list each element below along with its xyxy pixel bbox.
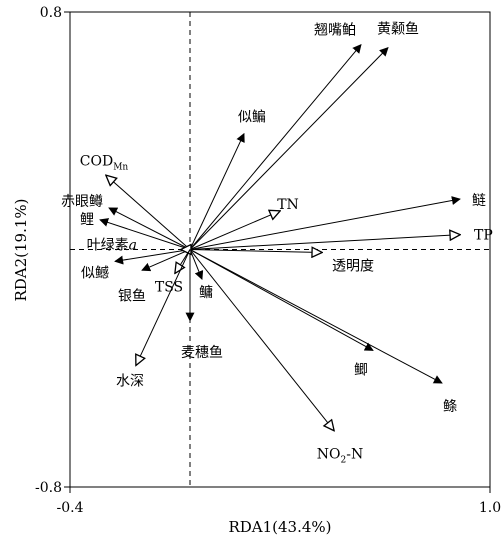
species-label-8: 鳙: [199, 285, 213, 301]
species-label-1: 黄颡鱼: [377, 21, 419, 38]
env-arrow-3: [189, 250, 322, 253]
x-tick-label-right: 1.0: [479, 500, 501, 516]
species-arrow-7: [141, 249, 191, 272]
species-arrow-1: [189, 46, 389, 250]
env-label-2: TP: [474, 228, 493, 244]
species-arrow-0: [189, 43, 362, 250]
species-arrow-4: [99, 218, 191, 250]
x-axis-label: RDA1(43.4%): [228, 518, 331, 536]
species-label-0: 翘嘴鲌: [314, 22, 356, 39]
species-arrow-6: [114, 249, 191, 265]
species-label-4: 鲤: [80, 212, 94, 228]
env-arrow-7: [189, 249, 334, 431]
species-arrow-2: [189, 132, 245, 250]
species-label-11: 鲦: [443, 399, 457, 415]
env-label-6: 水深: [116, 373, 144, 389]
species-label-6: 似鳡: [81, 265, 109, 281]
env-arrow-0: [106, 175, 191, 250]
species-arrow-11: [189, 249, 443, 384]
species-arrow-8: [189, 249, 204, 281]
env-arrow-5: [175, 249, 191, 274]
y-tick-label-top: 0.8: [40, 5, 62, 21]
y-tick-label-bottom: -0.8: [35, 480, 62, 496]
species-label-5: 赤眼鳟: [61, 194, 103, 210]
species-arrow-10: [189, 249, 374, 351]
species-label-10: 鲫: [354, 362, 368, 378]
species-label-2: 似鳊: [238, 110, 266, 126]
env-label-4: 叶绿素a: [87, 238, 137, 254]
env-arrow-1: [189, 211, 280, 250]
env-label-5: TSS: [155, 279, 183, 295]
y-axis-label: RDA2(19.1%): [12, 198, 30, 301]
species-label-9: 麦穗鱼: [181, 344, 223, 361]
env-label-3: 透明度: [332, 258, 374, 274]
env-label-7: NO2-N: [317, 447, 363, 466]
env-arrow-6: [136, 249, 191, 366]
env-label-1: TN: [277, 197, 299, 213]
species-arrow-3: [189, 196, 461, 250]
species-label-3: 鲢: [472, 193, 486, 209]
env-label-0: CODMn: [80, 153, 129, 172]
species-arrow-5: [108, 207, 191, 250]
env-arrow-2: [189, 235, 460, 250]
x-tick-label-left: -0.4: [57, 500, 84, 516]
species-label-7: 银鱼: [118, 287, 146, 304]
